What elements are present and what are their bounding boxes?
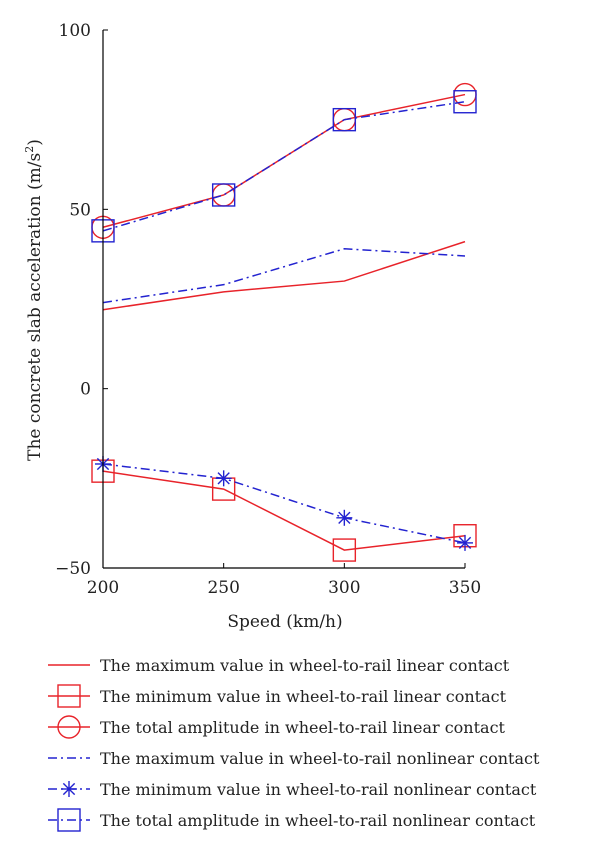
y-tick-label: 0: [80, 380, 91, 400]
series-line: [102, 100, 466, 232]
data-point-square: [211, 183, 236, 207]
legend-label: The total amplitude in wheel-to-rail non…: [100, 811, 536, 830]
x-tick-label: 350: [449, 578, 481, 598]
data-point-star: [336, 509, 353, 526]
data-point-star: [457, 534, 473, 551]
legend-item-1: The maximum value in wheel-to-rail linea…: [48, 656, 510, 675]
y-axis-title: The concrete slab acceleration (m/s2): [23, 139, 45, 461]
y-tick-label: 100: [59, 21, 91, 41]
legend-item-6: The total amplitude in wheel-to-rail non…: [48, 808, 536, 832]
legend-label: The minimum value in wheel-to-rail nonli…: [100, 780, 537, 799]
legend-marker-square: [57, 684, 81, 708]
series-6: [91, 90, 477, 243]
x-tick-label: 300: [328, 578, 360, 598]
series-line: [102, 470, 466, 551]
legend: The maximum value in wheel-to-rail linea…: [48, 656, 540, 832]
plot-area: [91, 82, 477, 562]
series-line: [102, 93, 466, 228]
y-axis-title-tail: ): [25, 139, 45, 146]
legend-marker-square: [57, 808, 81, 832]
series-1: [102, 240, 466, 311]
data-point-square: [332, 538, 357, 562]
y-tick-label: −50: [55, 559, 91, 579]
series-4: [102, 248, 466, 304]
legend-label: The total amplitude in wheel-to-rail lin…: [100, 718, 506, 737]
series-2: [91, 459, 477, 562]
legend-label: The maximum value in wheel-to-rail linea…: [100, 656, 510, 675]
data-point-square: [332, 107, 357, 132]
x-tick-label: 200: [87, 578, 119, 598]
y-axis-title-main: The concrete slab acceleration (m/s: [25, 153, 45, 461]
y-axis-title-superscript: 2: [23, 146, 36, 153]
legend-item-3: The total amplitude in wheel-to-rail lin…: [48, 715, 506, 739]
x-tick-label: 250: [207, 578, 239, 598]
legend-marker-circle: [57, 715, 81, 739]
series-5: [95, 455, 473, 551]
series-line: [102, 240, 466, 311]
legend-item-2: The minimum value in wheel-to-rail linea…: [48, 684, 507, 708]
y-tick-label: 50: [69, 200, 91, 220]
x-axis-title: Speed (km/h): [227, 612, 342, 632]
series-3: [91, 82, 477, 239]
series-line: [102, 248, 466, 304]
data-point-square: [453, 90, 477, 114]
legend-item-5: The minimum value in wheel-to-rail nonli…: [48, 780, 537, 799]
legend-marker-star: [61, 781, 77, 797]
data-point-star: [215, 470, 232, 487]
legend-label: The minimum value in wheel-to-rail linea…: [100, 687, 507, 706]
legend-item-4: The maximum value in wheel-to-rail nonli…: [48, 749, 540, 768]
legend-label: The maximum value in wheel-to-rail nonli…: [100, 749, 540, 768]
series-line: [102, 463, 466, 544]
